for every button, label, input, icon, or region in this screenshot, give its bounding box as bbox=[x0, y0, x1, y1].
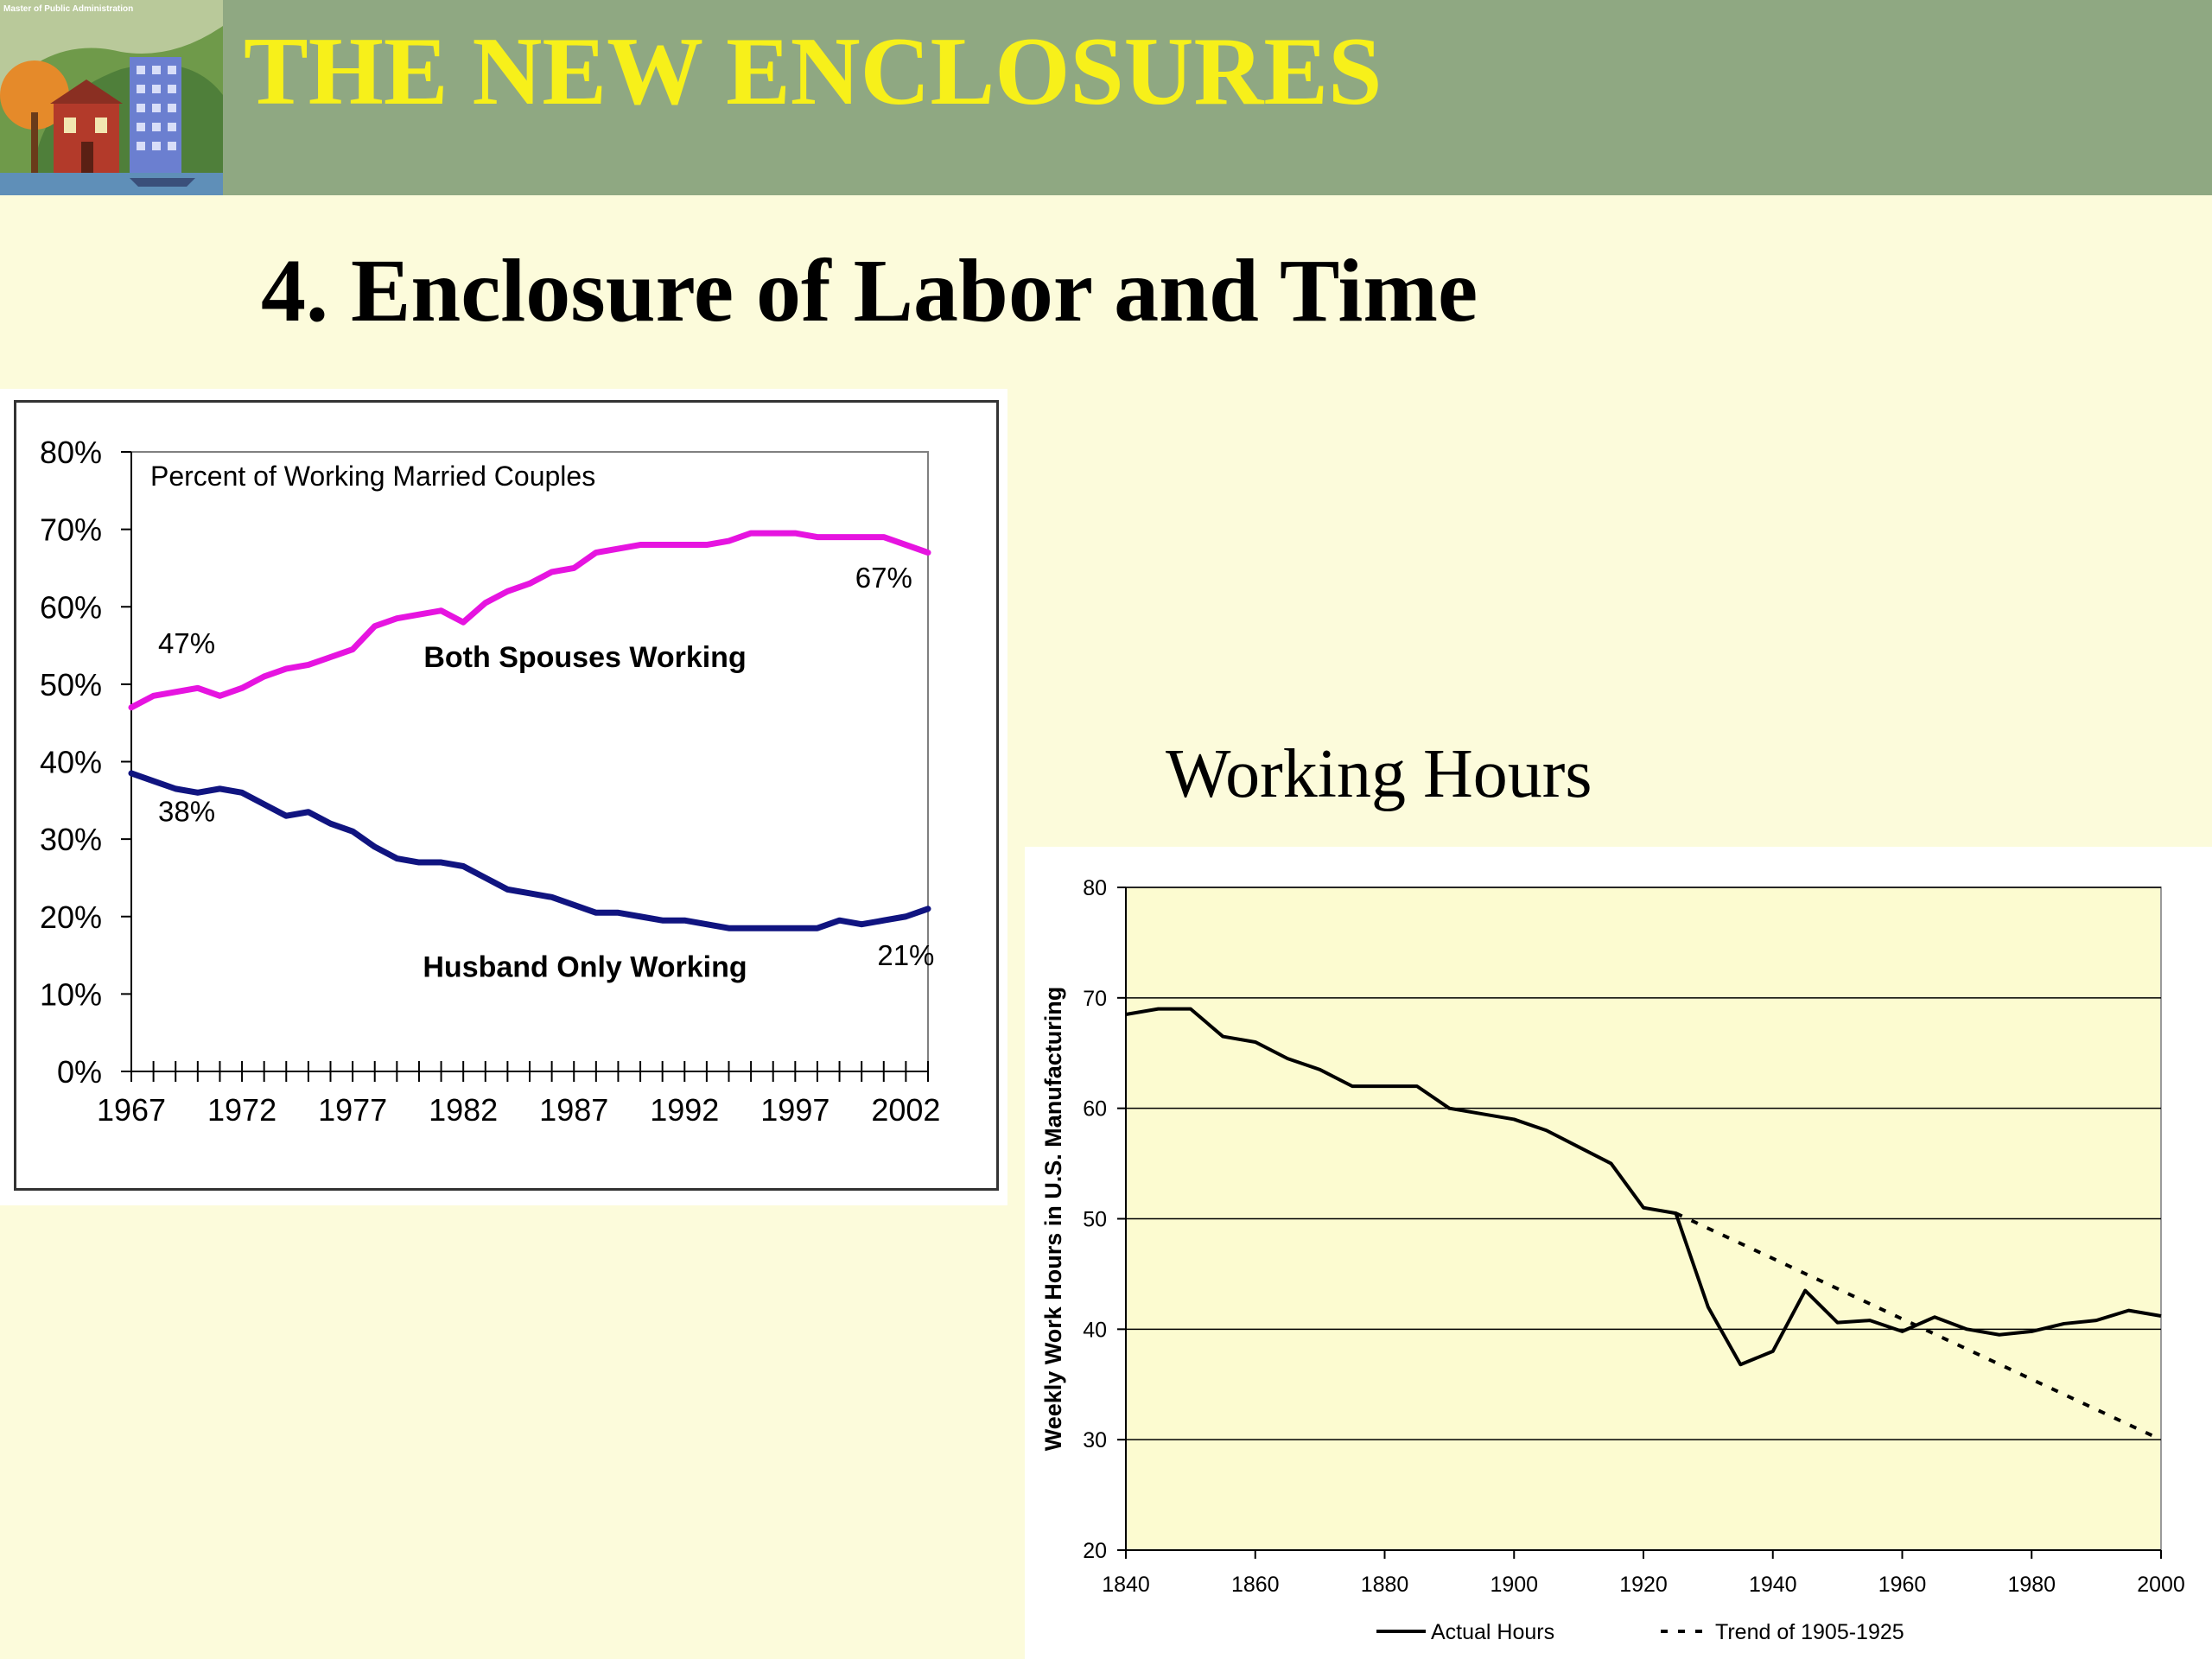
y-tick-label: 40 bbox=[1083, 1318, 1107, 1342]
series-label: Both Spouses Working bbox=[423, 641, 746, 674]
slide-title: 4. Enclosure of Labor and Time bbox=[261, 241, 1478, 340]
x-tick-label: 1900 bbox=[1490, 1573, 1538, 1597]
y-tick-label: 0% bbox=[57, 1054, 102, 1090]
x-tick-label: 1972 bbox=[207, 1092, 276, 1128]
header-band: Master of Public Administration THE NEW … bbox=[0, 0, 2212, 196]
data-label: 67% bbox=[855, 562, 912, 594]
y-tick-label: 50 bbox=[1083, 1208, 1107, 1232]
logo-caption: Master of Public Administration bbox=[3, 4, 134, 14]
logo-artwork bbox=[0, 0, 223, 196]
series-line-husband-only-working bbox=[128, 770, 931, 931]
x-tick-label: 1982 bbox=[429, 1092, 498, 1128]
x-tick-label: 1977 bbox=[318, 1092, 387, 1128]
y-tick-label: 20 bbox=[1083, 1539, 1107, 1563]
chart-frame bbox=[14, 400, 999, 1191]
chart-title: Percent of Working Married Couples bbox=[150, 461, 595, 492]
y-tick-label: 20% bbox=[40, 899, 102, 935]
y-axis-title: Weekly Work Hours in U.S. Manufacturing bbox=[1040, 987, 1066, 1452]
data-label: 21% bbox=[877, 939, 934, 971]
working-hours-chart-panel: 20 30 40 50 60 70 80 1840 1860 1880 1900 1920 1940 19… bbox=[1025, 847, 2212, 1659]
x-tick-label: 1880 bbox=[1361, 1573, 1409, 1597]
x-tick-label: 1860 bbox=[1231, 1573, 1280, 1597]
series-label: Husband Only Working bbox=[423, 951, 747, 984]
x-tick-label: 2002 bbox=[871, 1092, 940, 1128]
x-tick-label: 1967 bbox=[97, 1092, 166, 1128]
series-line-trend-of-1905-1925 bbox=[1675, 1211, 2162, 1441]
married-couples-chart-panel: 0% 10% 20% 30% 40% 50% 60% 70% 80% 1967 1972 1977 19… bbox=[0, 389, 1007, 1205]
y-tick-label: 50% bbox=[40, 667, 102, 702]
program-logo: Master of Public Administration bbox=[0, 0, 223, 196]
x-tick-label: 1987 bbox=[539, 1092, 608, 1128]
x-tick-label: 1980 bbox=[2007, 1573, 2056, 1597]
legend-label: Actual Hours bbox=[1431, 1620, 1554, 1644]
x-tick-label: 1992 bbox=[650, 1092, 719, 1128]
married-couples-chart: 0% 10% 20% 30% 40% 50% 60% 70% 80% 1967 1972 1977 19… bbox=[40, 435, 940, 1128]
x-tick-label: 1940 bbox=[1749, 1573, 1797, 1597]
y-tick-label: 80% bbox=[40, 435, 102, 470]
deck-title: THE NEW ENCLOSURES bbox=[244, 18, 1382, 125]
data-label: 38% bbox=[158, 796, 215, 828]
y-tick-label: 30 bbox=[1083, 1428, 1107, 1452]
y-tick-label: 70% bbox=[40, 512, 102, 548]
data-label: 47% bbox=[158, 627, 215, 659]
series-line-both-spouses-working bbox=[128, 530, 931, 711]
working-hours-title: Working Hours bbox=[1166, 736, 1592, 812]
y-tick-label: 30% bbox=[40, 822, 102, 857]
x-tick-label: 1840 bbox=[1102, 1573, 1150, 1597]
x-tick-label: 1997 bbox=[760, 1092, 830, 1128]
y-tick-label: 40% bbox=[40, 745, 102, 780]
y-tick-label: 80 bbox=[1083, 876, 1107, 900]
y-tick-label: 60% bbox=[40, 589, 102, 625]
y-tick-label: 70 bbox=[1083, 987, 1107, 1011]
working-hours-chart: 20 30 40 50 60 70 80 1840 1860 1880 1900 1920 1940 19… bbox=[1040, 876, 2185, 1644]
series-line-actual-hours bbox=[1125, 1007, 2162, 1367]
x-tick-label: 1920 bbox=[1619, 1573, 1668, 1597]
legend-label: Trend of 1905-1925 bbox=[1715, 1620, 1904, 1644]
x-tick-label: 1960 bbox=[1878, 1573, 1927, 1597]
y-tick-label: 60 bbox=[1083, 1097, 1107, 1122]
plot-area bbox=[130, 451, 929, 1072]
x-tick-label: 2000 bbox=[2137, 1573, 2185, 1597]
y-tick-label: 10% bbox=[40, 976, 102, 1012]
